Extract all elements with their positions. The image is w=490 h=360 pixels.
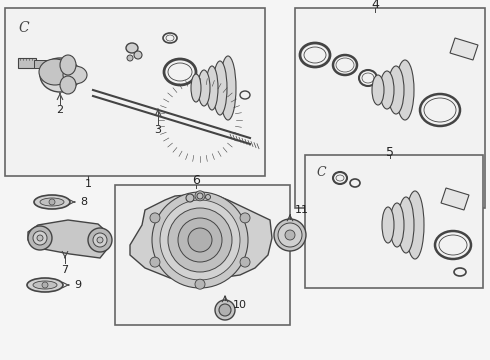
Ellipse shape — [398, 197, 414, 253]
Ellipse shape — [396, 60, 414, 120]
Ellipse shape — [60, 55, 76, 75]
Circle shape — [219, 304, 231, 316]
Polygon shape — [28, 220, 110, 258]
Ellipse shape — [134, 51, 142, 59]
Ellipse shape — [372, 75, 384, 105]
Bar — [18, 58, 36, 68]
Circle shape — [37, 235, 43, 241]
Circle shape — [49, 199, 55, 205]
Ellipse shape — [33, 281, 57, 289]
Ellipse shape — [388, 66, 404, 114]
Ellipse shape — [390, 203, 404, 247]
Circle shape — [278, 223, 302, 247]
Circle shape — [195, 279, 205, 289]
Text: 11: 11 — [295, 205, 309, 215]
Circle shape — [33, 231, 47, 245]
Text: C: C — [317, 166, 327, 179]
Ellipse shape — [39, 59, 71, 85]
Circle shape — [150, 213, 160, 223]
Bar — [115, 185, 290, 325]
Ellipse shape — [382, 207, 394, 243]
Ellipse shape — [60, 76, 76, 94]
Text: 5: 5 — [386, 145, 394, 158]
Circle shape — [42, 282, 48, 288]
Circle shape — [97, 237, 103, 243]
Ellipse shape — [40, 198, 64, 206]
Polygon shape — [450, 38, 478, 60]
Ellipse shape — [126, 43, 138, 53]
Ellipse shape — [198, 70, 210, 106]
Ellipse shape — [27, 278, 63, 292]
Circle shape — [197, 193, 203, 199]
Text: 7: 7 — [61, 265, 69, 275]
Bar — [295, 8, 485, 208]
Circle shape — [274, 219, 306, 251]
Circle shape — [186, 194, 194, 202]
Circle shape — [150, 257, 160, 267]
Circle shape — [28, 226, 52, 250]
Polygon shape — [441, 188, 469, 210]
Text: 1: 1 — [84, 179, 92, 189]
Ellipse shape — [380, 71, 394, 109]
Ellipse shape — [220, 56, 236, 120]
Text: 8: 8 — [80, 197, 88, 207]
Text: 9: 9 — [74, 280, 81, 290]
Text: 2: 2 — [56, 105, 64, 115]
Circle shape — [152, 192, 248, 288]
Circle shape — [168, 208, 232, 272]
Text: 10: 10 — [233, 300, 247, 310]
Ellipse shape — [213, 61, 227, 115]
Ellipse shape — [40, 58, 80, 92]
Circle shape — [188, 228, 212, 252]
Circle shape — [215, 300, 235, 320]
Circle shape — [205, 194, 211, 199]
Circle shape — [285, 230, 295, 240]
Circle shape — [160, 200, 240, 280]
Circle shape — [88, 228, 112, 252]
Circle shape — [93, 233, 107, 247]
Bar — [305, 155, 483, 288]
Bar — [34, 60, 52, 68]
Text: 3: 3 — [154, 125, 162, 135]
Ellipse shape — [63, 66, 87, 84]
Polygon shape — [130, 194, 272, 280]
Ellipse shape — [34, 195, 70, 209]
Ellipse shape — [127, 55, 133, 61]
Circle shape — [240, 213, 250, 223]
Circle shape — [195, 191, 205, 201]
Ellipse shape — [406, 191, 424, 259]
Text: C: C — [18, 21, 28, 35]
Circle shape — [240, 257, 250, 267]
Text: 4: 4 — [371, 0, 379, 10]
Bar — [5, 8, 265, 176]
Text: 6: 6 — [192, 175, 200, 188]
Circle shape — [178, 218, 222, 262]
Ellipse shape — [191, 74, 201, 102]
Ellipse shape — [206, 66, 218, 110]
